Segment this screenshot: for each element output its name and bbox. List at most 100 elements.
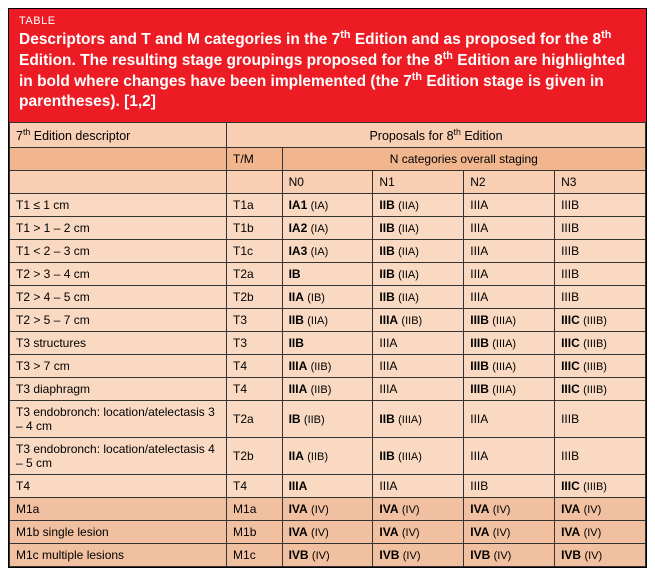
cell-n1: IIIA	[373, 354, 464, 377]
cell-n3: IVA (IV)	[555, 520, 646, 543]
cell-n0: IA2 (IA)	[282, 216, 373, 239]
cell-descriptor: T1 > 1 – 2 cm	[10, 216, 227, 239]
cell-descriptor: T3 structures	[10, 331, 227, 354]
cell-tm: T2b	[227, 437, 283, 474]
cell-n3: IIIB	[555, 285, 646, 308]
cell-n1: IVB (IV)	[373, 543, 464, 566]
cell-n2: IVA (IV)	[464, 497, 555, 520]
staging-table: 7th Edition descriptor Proposals for 8th…	[9, 122, 646, 567]
table-row: T2 > 4 – 5 cmT2bIIA (IB)IIB (IIA)IIIAIII…	[10, 285, 646, 308]
cell-n2: IIIB (IIIA)	[464, 331, 555, 354]
cell-n2: IVA (IV)	[464, 520, 555, 543]
cell-descriptor: T2 > 4 – 5 cm	[10, 285, 227, 308]
cell-n2: IIIB (IIIA)	[464, 354, 555, 377]
table-title: Descriptors and T and M categories in th…	[19, 29, 636, 112]
table-header: TABLE Descriptors and T and M categories…	[9, 9, 646, 122]
table-row: M1aM1aIVA (IV)IVA (IV)IVA (IV)IVA (IV)	[10, 497, 646, 520]
col-proposals: Proposals for 8th Edition	[227, 122, 646, 147]
cell-tm: T1b	[227, 216, 283, 239]
table-row: T1 > 1 – 2 cmT1bIA2 (IA)IIB (IIA)IIIAIII…	[10, 216, 646, 239]
cell-n1: IIB (IIA)	[373, 193, 464, 216]
cell-n0: IIIA (IIB)	[282, 354, 373, 377]
cell-n0: IVA (IV)	[282, 497, 373, 520]
table-row: T2 > 3 – 4 cmT2aIBIIB (IIA)IIIAIIIB	[10, 262, 646, 285]
col-n2: N2	[464, 170, 555, 193]
table-row: T2 > 5 – 7 cmT3IIB (IIA)IIIA (IIB)IIIB (…	[10, 308, 646, 331]
cell-n2: IIIA	[464, 437, 555, 474]
cell-n1: IIIA (IIB)	[373, 308, 464, 331]
cell-n0: IIIA	[282, 474, 373, 497]
cell-descriptor: T3 diaphragm	[10, 377, 227, 400]
cell-descriptor: M1b single lesion	[10, 520, 227, 543]
table-row: T3 endobronch: location/atelectasis 3 – …	[10, 400, 646, 437]
col-n1: N1	[373, 170, 464, 193]
cell-n1: IIIA	[373, 331, 464, 354]
cell-n0: IB	[282, 262, 373, 285]
cell-n1: IIB (IIIA)	[373, 400, 464, 437]
cell-n3: IIIB	[555, 193, 646, 216]
cell-n3: IIIB	[555, 216, 646, 239]
table-row: M1b single lesionM1bIVA (IV)IVA (IV)IVA …	[10, 520, 646, 543]
cell-n1: IIB (IIIA)	[373, 437, 464, 474]
col-tm: T/M	[227, 147, 283, 170]
cell-n3: IIIC (IIIB)	[555, 308, 646, 331]
col-ncategories: N categories overall staging	[282, 147, 645, 170]
cell-n0: IA3 (IA)	[282, 239, 373, 262]
cell-n1: IIB (IIA)	[373, 285, 464, 308]
cell-n0: IIIA (IIB)	[282, 377, 373, 400]
cell-tm: T1c	[227, 239, 283, 262]
cell-n2: IIIB	[464, 474, 555, 497]
empty-cell	[10, 170, 227, 193]
table-body: T1 ≤ 1 cmT1aIA1 (IA)IIB (IIA)IIIAIIIBT1 …	[10, 193, 646, 566]
table-row: T3 structuresT3IIBIIIAIIIB (IIIA)IIIC (I…	[10, 331, 646, 354]
cell-descriptor: T4	[10, 474, 227, 497]
table-label: TABLE	[19, 15, 636, 27]
cell-n2: IIIA	[464, 285, 555, 308]
cell-n0: IIA (IB)	[282, 285, 373, 308]
table-row: T3 > 7 cmT4IIIA (IIB)IIIAIIIB (IIIA)IIIC…	[10, 354, 646, 377]
cell-n0: IIB (IIA)	[282, 308, 373, 331]
cell-n2: IIIA	[464, 400, 555, 437]
cell-tm: T3	[227, 308, 283, 331]
cell-descriptor: M1c multiple lesions	[10, 543, 227, 566]
cell-n2: IIIA	[464, 239, 555, 262]
cell-n0: IVB (IV)	[282, 543, 373, 566]
cell-tm: M1b	[227, 520, 283, 543]
cell-tm: M1a	[227, 497, 283, 520]
table-row: T3 endobronch: location/atelectasis 4 – …	[10, 437, 646, 474]
cell-tm: T3	[227, 331, 283, 354]
cell-n3: IIIC (IIIB)	[555, 331, 646, 354]
cell-n1: IIIA	[373, 377, 464, 400]
cell-n0: IB (IIB)	[282, 400, 373, 437]
cell-n3: IIIC (IIIB)	[555, 377, 646, 400]
col-n3: N3	[555, 170, 646, 193]
table-container: TABLE Descriptors and T and M categories…	[8, 8, 647, 568]
cell-descriptor: T1 ≤ 1 cm	[10, 193, 227, 216]
cell-n3: IIIB	[555, 239, 646, 262]
cell-n2: IIIB (IIIA)	[464, 308, 555, 331]
cell-n1: IIB (IIA)	[373, 216, 464, 239]
cell-n0: IIA (IIB)	[282, 437, 373, 474]
cell-tm: T2a	[227, 400, 283, 437]
cell-n0: IIB	[282, 331, 373, 354]
cell-n2: IIIB (IIIA)	[464, 377, 555, 400]
cell-descriptor: T2 > 3 – 4 cm	[10, 262, 227, 285]
cell-n3: IIIC (IIIB)	[555, 474, 646, 497]
cell-tm: T2b	[227, 285, 283, 308]
cell-n3: IVB (IV)	[555, 543, 646, 566]
cell-n1: IIIA	[373, 474, 464, 497]
cell-descriptor: T3 endobronch: location/atelectasis 3 – …	[10, 400, 227, 437]
col-n0: N0	[282, 170, 373, 193]
cell-descriptor: T1 < 2 – 3 cm	[10, 239, 227, 262]
cell-n3: IIIC (IIIB)	[555, 354, 646, 377]
cell-descriptor: T3 endobronch: location/atelectasis 4 – …	[10, 437, 227, 474]
cell-tm: T4	[227, 474, 283, 497]
cell-n3: IIIB	[555, 400, 646, 437]
cell-n0: IVA (IV)	[282, 520, 373, 543]
cell-tm: T2a	[227, 262, 283, 285]
cell-n2: IVB (IV)	[464, 543, 555, 566]
cell-n2: IIIA	[464, 262, 555, 285]
cell-n1: IVA (IV)	[373, 497, 464, 520]
col-descriptor: 7th Edition descriptor	[10, 122, 227, 147]
cell-n2: IIIA	[464, 216, 555, 239]
